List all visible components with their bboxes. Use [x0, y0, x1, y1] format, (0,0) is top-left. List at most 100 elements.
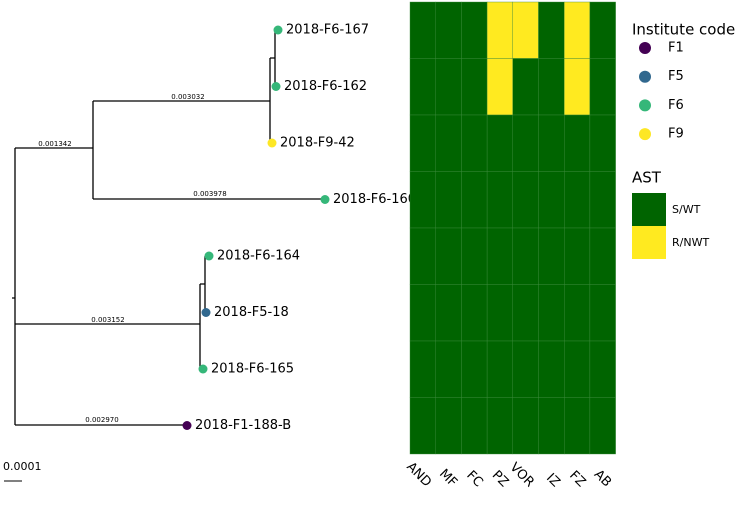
heat-cell	[409, 397, 436, 455]
legend-dot	[639, 70, 651, 83]
tip-dot	[182, 421, 192, 430]
heat-cell	[564, 340, 591, 398]
tip-dot	[204, 251, 214, 261]
heat-cell	[538, 340, 565, 398]
heat-cell	[564, 171, 591, 229]
legend-dot	[639, 42, 651, 54]
heat-cell	[538, 1, 565, 59]
heat-cell	[461, 340, 488, 398]
tip-dot	[201, 308, 211, 317]
legend-swatch	[632, 193, 666, 226]
column-label: MF	[436, 466, 460, 490]
heat-cell	[589, 227, 616, 285]
heat-cell	[589, 397, 616, 455]
tip-dot	[273, 25, 283, 35]
heat-cell	[435, 340, 462, 398]
tip-label: 2018-F6-162	[284, 79, 367, 94]
heat-cell	[409, 340, 436, 398]
tip-dot	[320, 195, 330, 204]
legend-dot	[639, 128, 651, 141]
legend-label: F6	[668, 98, 684, 113]
tree: 0.003032 0.001342 0.003978 0.003152 0.00…	[3, 29, 325, 482]
heat-cell	[435, 397, 462, 455]
heat-cell	[512, 340, 539, 398]
heat-cell	[486, 1, 514, 59]
column-label: IZ	[543, 471, 563, 491]
heat-cell	[409, 171, 436, 229]
tip-label: 2018-F6-160	[333, 192, 416, 207]
branch-label: 0.001342	[38, 140, 71, 148]
heat-cell	[461, 114, 488, 172]
heat-cell	[589, 340, 616, 398]
heat-cell	[461, 284, 488, 342]
heat-cell	[538, 171, 565, 229]
legend-dot	[639, 99, 651, 112]
heat-cell	[435, 58, 462, 116]
heat-cell	[564, 1, 591, 59]
heat-cell	[589, 114, 616, 172]
legend: Institute code AST F1 F5 F6 F9 S/WT R/NWT	[632, 21, 735, 259]
heat-cell	[435, 227, 462, 285]
tip-label: 2018-F6-164	[217, 249, 300, 264]
heat-cell	[461, 397, 488, 455]
heat-cell	[486, 340, 514, 398]
heat-cell	[512, 171, 539, 229]
legend-label: F1	[668, 41, 684, 56]
tip-label: 2018-F6-165	[211, 362, 294, 377]
heat-cell	[589, 58, 616, 116]
heat-cell	[435, 1, 462, 59]
heat-cell	[512, 58, 539, 116]
tip-dot	[198, 364, 208, 374]
heat-cell	[564, 58, 591, 116]
heat-cell	[589, 171, 616, 229]
heat-cell	[589, 1, 616, 59]
heat-cell	[512, 397, 539, 455]
heat-cell	[435, 114, 462, 172]
heat-cell	[538, 397, 565, 455]
heat-cell	[486, 114, 514, 172]
tip-dot	[267, 138, 277, 148]
column-label: FZ	[566, 468, 588, 490]
legend-label: F9	[668, 127, 684, 142]
column-label: VOR	[507, 460, 537, 490]
heat-cell	[435, 171, 462, 229]
branch-label: 0.003032	[171, 93, 204, 101]
legend-label: S/WT	[672, 203, 701, 216]
heat-cell	[538, 114, 565, 172]
tip-label: 2018-F9-42	[280, 136, 355, 151]
heat-cell	[409, 284, 436, 342]
heat-cell	[486, 397, 514, 455]
heat-cell	[512, 284, 539, 342]
tips: 2018-F6-167 2018-F6-162 2018-F9-42 2018-F6-…	[182, 23, 416, 433]
heat-cell	[486, 58, 514, 116]
heat-cell	[461, 58, 488, 116]
legend-swatch	[632, 226, 666, 259]
heat-cell	[409, 58, 436, 116]
heat-cell	[589, 284, 616, 342]
heat-cell	[461, 171, 488, 229]
legend-label: R/NWT	[672, 236, 709, 249]
column-label: AND	[403, 459, 434, 490]
heat-cell	[435, 284, 462, 342]
heat-cell	[409, 227, 436, 285]
heat-cell	[564, 284, 591, 342]
column-label: FC	[463, 468, 485, 490]
branch-label: 0.002970	[85, 416, 118, 424]
tip-dot	[271, 82, 281, 91]
tip-label: 2018-F5-18	[214, 305, 289, 320]
heat-cell	[486, 284, 514, 342]
branch-label: 0.003978	[193, 190, 226, 198]
heat-cell	[564, 397, 591, 455]
legend-title: Institute code	[632, 21, 735, 39]
tip-label: 2018-F6-167	[286, 23, 369, 38]
heat-cell	[538, 58, 565, 116]
heat-cell	[409, 114, 436, 172]
heat-cell	[564, 114, 591, 172]
scale-label: 0.0001	[3, 460, 42, 473]
legend-title: AST	[632, 169, 662, 187]
heat-cell	[564, 227, 591, 285]
column-label: AB	[591, 467, 614, 490]
heat-cell	[538, 227, 565, 285]
heat-cell	[486, 227, 514, 285]
